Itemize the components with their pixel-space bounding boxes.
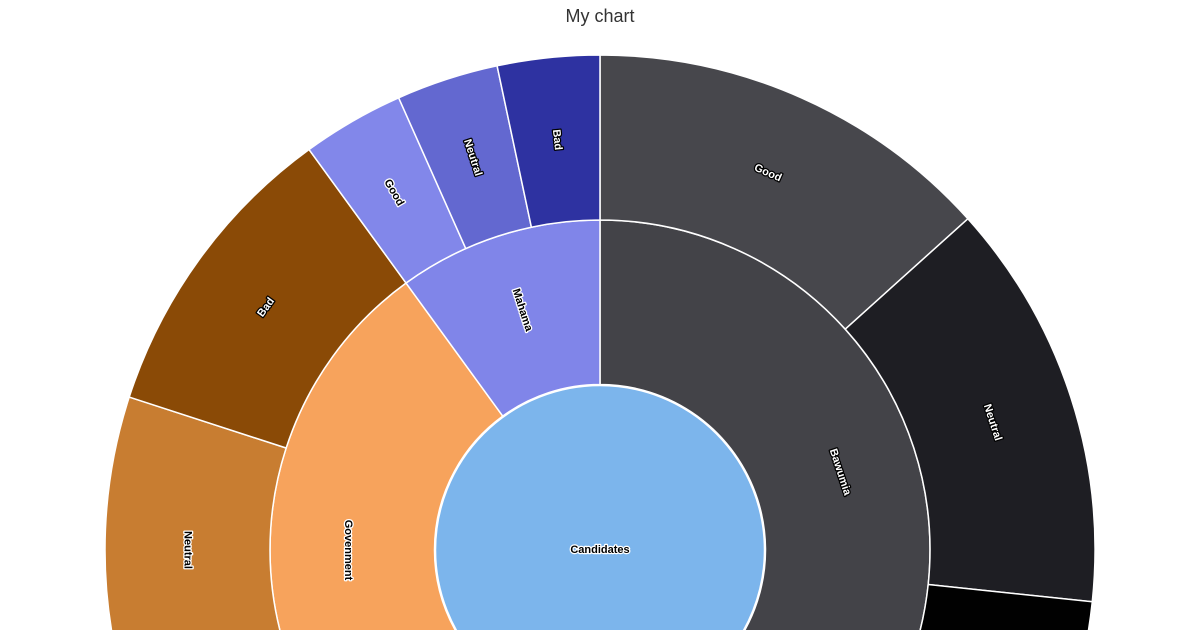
center-label: Candidates	[570, 544, 629, 556]
segment-label-bad: Bad	[550, 129, 564, 151]
segment-mahama-bad[interactable]	[496, 54, 601, 228]
segment-label-neutral: Neutral	[182, 531, 194, 569]
chart-title: My chart	[565, 6, 635, 26]
segment-label-govenment: Govenment	[342, 520, 354, 581]
segment-bawumia-bad[interactable]	[794, 583, 1094, 630]
segment-candidates-center[interactable]	[434, 384, 766, 630]
